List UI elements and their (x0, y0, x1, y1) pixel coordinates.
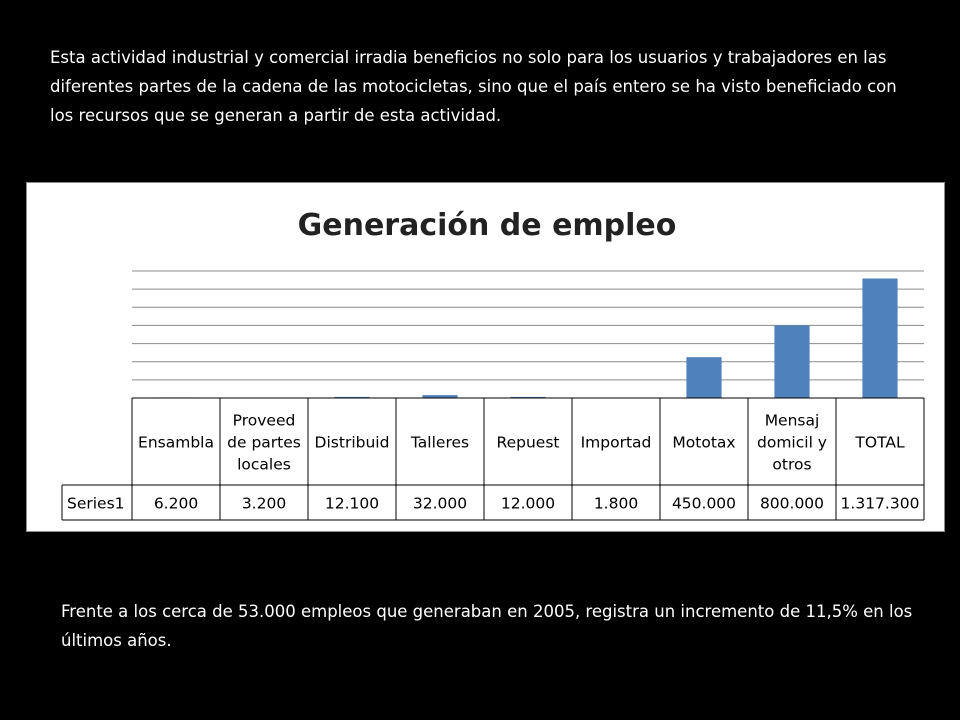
bars (158, 278, 898, 398)
bar (686, 357, 722, 398)
bar (862, 278, 898, 398)
category-label: Ensambla (138, 434, 214, 452)
intro-paragraph: Esta actividad industrial y comercial ir… (50, 48, 897, 125)
data-value-label: 3.200 (242, 495, 286, 513)
data-value-label: 450.000 (672, 495, 736, 513)
data-value-label: 12.100 (325, 495, 379, 513)
category-label: Talleres (410, 434, 469, 452)
gridlines (132, 270, 924, 381)
employment-chart: Generación de empleo Ensambla Proveed de p… (26, 182, 945, 532)
data-value-label: 800.000 (760, 495, 824, 513)
category-label: Distribuid (315, 434, 390, 452)
bar (510, 396, 546, 398)
data-value-label: 12.000 (501, 495, 555, 513)
category-label: Mototax (672, 434, 735, 452)
data-value-label: 32.000 (413, 495, 467, 513)
chart-canvas: Generación de empleo Ensambla Proveed de p… (61, 208, 925, 521)
data-value-label: 6.200 (154, 495, 198, 513)
data-value-label: 1.800 (594, 495, 638, 513)
series-legend-label: Series1 (67, 495, 125, 513)
category-label: Repuest (497, 434, 560, 452)
bar (774, 325, 810, 398)
data-table: Ensambla Proveed de partes locales Distribui… (61, 397, 925, 521)
category-label: Proveed de partes locales (227, 412, 301, 474)
outro-paragraph: Frente a los cerca de 53.000 empleos que… (61, 602, 913, 650)
chart-title: Generación de empleo (298, 208, 677, 243)
category-label: Importad (581, 434, 652, 452)
bar (334, 396, 370, 398)
category-label: TOTAL (854, 434, 905, 452)
bar (422, 395, 458, 398)
category-label: Mensaj domicil y otros (757, 412, 827, 474)
data-value-label: 1.317.300 (841, 495, 920, 513)
